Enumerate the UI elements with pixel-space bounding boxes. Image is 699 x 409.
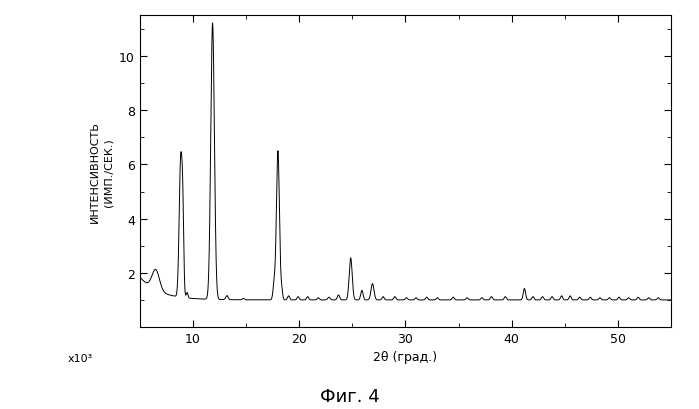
Y-axis label: ИНТЕНСИВНОСТЬ
(ИМП./СЕК.): ИНТЕНСИВНОСТЬ (ИМП./СЕК.) bbox=[89, 121, 113, 222]
Text: x10³: x10³ bbox=[68, 354, 94, 364]
Text: Фиг. 4: Фиг. 4 bbox=[319, 387, 380, 405]
X-axis label: 2θ (град.): 2θ (град.) bbox=[373, 351, 438, 364]
